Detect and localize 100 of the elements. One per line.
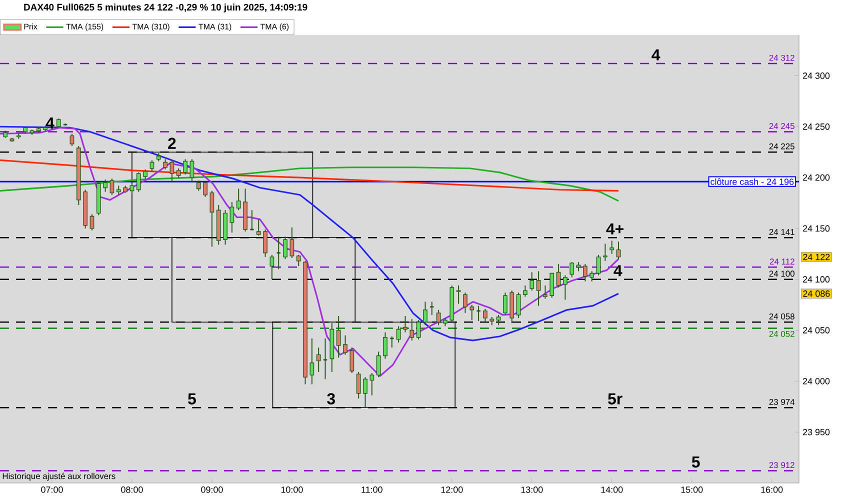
annotation: 5 <box>188 393 196 404</box>
line-series <box>0 159 620 192</box>
ref-line-label: 24 112 <box>770 258 794 264</box>
candlestick <box>383 332 388 360</box>
candlestick <box>456 284 461 304</box>
annotation: 4+ <box>606 223 624 234</box>
ref-line-label: 24 058 <box>769 313 794 320</box>
candlestick <box>436 309 441 326</box>
candlestick <box>429 301 434 316</box>
candlestick <box>463 292 468 314</box>
candlestick <box>56 118 61 128</box>
ref-line-label: 24 245 <box>769 123 794 130</box>
y-tick-label: 24 300 <box>802 72 830 79</box>
candlestick <box>110 178 114 196</box>
candlestick <box>603 243 608 262</box>
candlestick <box>290 226 294 258</box>
candlestick <box>596 254 601 276</box>
candlestick <box>316 347 321 373</box>
ref-line-label: 24 312 <box>769 54 794 61</box>
annotation: Historique ajusté aux rollovers <box>2 472 116 481</box>
x-tick-label: 10:00 <box>281 486 303 493</box>
chart-title: DAX40 Full0625 5 minutes 24 122 -0,29 % 10 juin 2025, 14:09:19 <box>24 4 308 12</box>
candlestick <box>389 336 394 348</box>
annotation: 4 <box>46 118 54 129</box>
candlestick <box>190 158 194 184</box>
candlestick <box>196 180 201 192</box>
candlestick <box>210 190 214 248</box>
candlestick <box>350 347 354 374</box>
candlestick <box>370 372 374 396</box>
candlestick <box>590 270 594 282</box>
annotation: 5 <box>692 456 700 468</box>
annotation: 4 <box>614 265 622 276</box>
candlestick <box>496 314 501 326</box>
y-tick-label: 24 200 <box>802 174 830 181</box>
y-tick-label: 23 950 <box>802 428 830 436</box>
candlestick <box>536 270 541 306</box>
candlestick <box>276 236 282 270</box>
x-tick-label: 12:00 <box>441 486 463 493</box>
candlestick <box>176 168 181 178</box>
annotation: 3 <box>327 393 335 404</box>
candlestick <box>530 272 534 292</box>
candlestick <box>483 308 488 324</box>
y-tick-label: 24 050 <box>802 327 830 334</box>
candlestick <box>270 254 274 280</box>
annotation: 24 086 <box>803 290 830 297</box>
candlestick <box>170 160 174 184</box>
candlestick <box>143 168 148 180</box>
x-tick-label: 15:00 <box>681 486 703 493</box>
candlestick <box>296 254 301 267</box>
candlestick <box>70 133 74 146</box>
candlestick <box>410 318 414 341</box>
candlestick <box>310 338 314 385</box>
candlestick <box>470 304 474 321</box>
y-tick-label: 24 000 <box>802 378 830 384</box>
ref-line-label: 23 912 <box>769 462 794 468</box>
x-tick-label: 07:00 <box>41 486 63 493</box>
annotation: 4 <box>652 49 660 60</box>
candlestick <box>103 179 108 192</box>
candlestick <box>136 172 141 192</box>
candlestick <box>543 284 548 300</box>
candlestick <box>116 185 121 196</box>
candlestick <box>583 264 588 282</box>
x-tick-label: 08:00 <box>121 486 143 493</box>
candlestick <box>230 201 234 234</box>
ref-line-label: 24 052 <box>769 330 794 337</box>
candlestick <box>550 272 554 298</box>
line-series <box>0 166 620 202</box>
ref-line-label: 24 141 <box>769 229 794 235</box>
candlestick <box>610 240 614 254</box>
annotation: 5r <box>608 393 622 404</box>
candlestick <box>396 326 401 343</box>
candlestick <box>616 241 621 260</box>
candlestick <box>90 214 94 231</box>
x-tick-label: 14:00 <box>601 486 623 493</box>
y-tick-label: 24 250 <box>802 123 830 130</box>
candlestick <box>423 301 428 326</box>
candlestick <box>336 316 341 358</box>
x-tick-label: 11:00 <box>362 486 382 493</box>
candlestick <box>376 351 381 378</box>
candlestick <box>403 316 408 333</box>
x-tick-label: 09:00 <box>201 486 223 493</box>
ref-line-label: 23 974 <box>769 398 795 405</box>
candlestick <box>203 181 208 198</box>
candlestick <box>556 264 561 288</box>
ref-line-label: 24 225 <box>769 143 794 150</box>
annotation: 2 <box>168 138 176 149</box>
y-tick-label: 24 100 <box>802 276 830 283</box>
y-tick-label: 24 150 <box>802 225 830 232</box>
candlestick <box>416 320 421 340</box>
candlestick <box>516 292 521 319</box>
candlestick <box>256 218 261 236</box>
candlestick <box>343 334 348 356</box>
x-tick-label: 13:00 <box>521 486 543 493</box>
candlestick <box>476 305 482 322</box>
candlestick <box>283 236 288 260</box>
candlestick <box>563 274 568 300</box>
candlestick <box>236 188 241 211</box>
x-tick-label: 16:00 <box>761 486 783 493</box>
candlestick <box>363 376 368 408</box>
ref-line-label: clôture cash - 24 196 <box>710 178 794 185</box>
